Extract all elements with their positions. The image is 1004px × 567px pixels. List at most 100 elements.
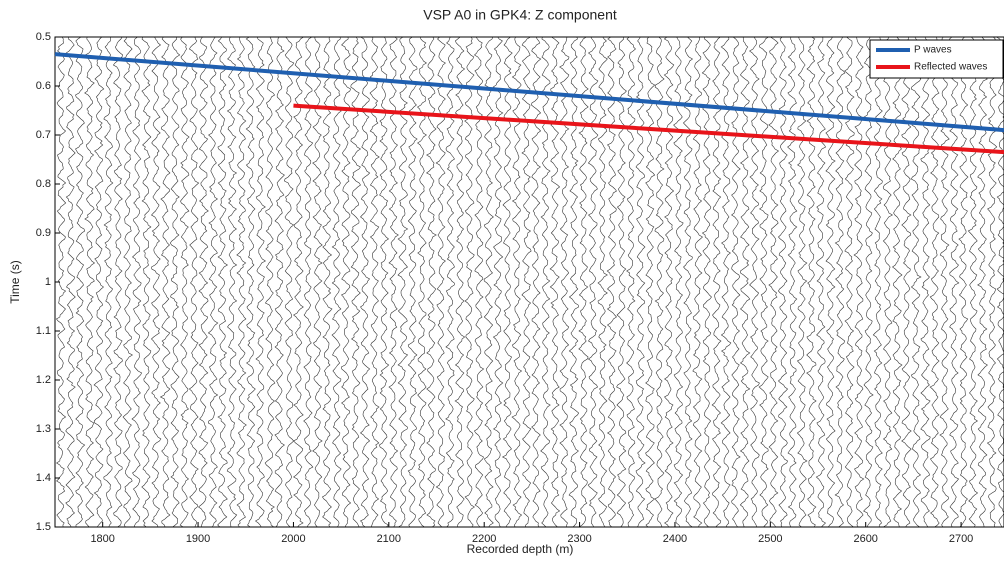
seismic-trace: [501, 36, 513, 528]
seismic-trace: [967, 36, 979, 528]
y-tick-label: 1.2: [36, 374, 51, 386]
seismic-trace: [559, 36, 570, 528]
seismic-trace: [65, 36, 76, 528]
seismic-trace: [597, 36, 608, 528]
seismic-trace: [445, 36, 455, 528]
seismic-trace: [416, 36, 427, 528]
seismic-trace: [226, 36, 238, 528]
seismic-trace: [853, 36, 865, 528]
seismic-trace: [388, 36, 399, 528]
seismic-trace: [777, 36, 789, 528]
seismic-trace: [464, 36, 475, 528]
x-tick-label: 1800: [90, 533, 114, 545]
seismic-trace: [245, 36, 256, 528]
seismic-trace: [511, 36, 523, 528]
seismic-trace: [796, 36, 808, 528]
x-tick-label: 2200: [472, 533, 496, 545]
seismic-trace: [929, 36, 940, 528]
y-tick-label: 0.7: [36, 129, 51, 141]
seismic-trace: [274, 36, 285, 528]
seismic-trace: [169, 36, 181, 528]
seismic-trace: [407, 36, 418, 528]
seismic-trace: [112, 36, 124, 528]
x-tick-label: 1900: [186, 533, 210, 545]
y-tick-label: 1.5: [36, 521, 51, 533]
seismic-trace: [720, 36, 732, 528]
seismic-trace: [293, 36, 304, 528]
seismic-trace: [483, 36, 494, 528]
seismic-trace: [521, 36, 532, 528]
seismic-trace: [492, 36, 504, 528]
seismic-trace: [711, 36, 722, 528]
seismic-trace: [977, 36, 988, 528]
x-tick-label: 2400: [663, 533, 687, 545]
seismic-trace: [540, 36, 551, 528]
seismic-trace: [359, 36, 371, 528]
seismic-trace: [645, 36, 656, 528]
seismic-trace: [701, 36, 712, 528]
seismic-trace: [882, 36, 894, 528]
seismic-trace: [454, 36, 466, 528]
seismic-trace: [264, 36, 276, 528]
legend-label: P waves: [914, 45, 952, 56]
seismic-trace: [197, 36, 209, 528]
seismic-traces: [55, 36, 1004, 528]
y-tick-label: 1.1: [36, 325, 51, 337]
x-tick-label: 2300: [567, 533, 591, 545]
seismic-trace: [159, 36, 171, 528]
y-tick-label: 0.5: [36, 31, 51, 43]
seismic-trace: [986, 36, 998, 528]
seismic-trace: [397, 36, 409, 528]
seismic-trace: [891, 36, 903, 528]
x-tick-label: 2000: [281, 533, 305, 545]
seismic-trace: [84, 36, 96, 528]
seismic-trace: [93, 36, 105, 528]
seismic-trace: [75, 36, 86, 527]
seismic-trace: [606, 36, 617, 528]
seismic-trace: [179, 36, 190, 528]
seismic-trace: [303, 36, 314, 528]
seismic-trace: [939, 36, 950, 528]
seismic-trace: [910, 36, 922, 528]
seismic-trace: [863, 36, 874, 528]
seismic-trace: [236, 36, 247, 528]
seismic-trace: [768, 36, 780, 528]
seismic-trace: [435, 36, 446, 528]
seismic-trace: [340, 36, 352, 528]
seismic-trace: [834, 36, 846, 528]
seismic-trace: [825, 36, 836, 528]
y-tick-label: 1: [45, 276, 51, 288]
seismic-trace: [217, 36, 228, 528]
y-tick-label: 0.9: [36, 227, 51, 239]
x-tick-label: 2600: [853, 533, 877, 545]
seismic-trace: [549, 36, 561, 528]
x-tick-label: 2100: [377, 533, 401, 545]
seismic-trace: [682, 36, 694, 528]
seismic-trace: [996, 36, 1004, 528]
seismic-trace: [350, 36, 362, 528]
seismic-trace: [331, 36, 342, 528]
seismic-trace: [673, 36, 684, 528]
y-axis-label: Time (s): [8, 260, 22, 304]
seismic-trace: [872, 36, 883, 528]
seismic-trace: [815, 36, 827, 528]
seismic-trace: [635, 36, 646, 528]
x-axis-label: Recorded depth (m): [467, 542, 574, 556]
seismic-trace: [616, 36, 627, 528]
seismic-trace: [626, 36, 636, 528]
seismic-trace: [141, 36, 152, 528]
series-line: [293, 103, 1004, 155]
y-tick-label: 0.8: [36, 178, 51, 190]
seismic-trace: [948, 36, 960, 528]
legend-box: [869, 39, 1004, 79]
seismic-trace: [758, 36, 769, 528]
seismic-trace: [321, 36, 333, 528]
seismic-trace: [787, 36, 798, 528]
seismic-trace: [284, 36, 295, 528]
x-tick-label: 2500: [758, 533, 782, 545]
seismic-trace: [131, 36, 143, 528]
x-tick-label: 2700: [949, 533, 973, 545]
seismic-trace: [207, 36, 219, 528]
seismic-trace: [806, 36, 817, 528]
